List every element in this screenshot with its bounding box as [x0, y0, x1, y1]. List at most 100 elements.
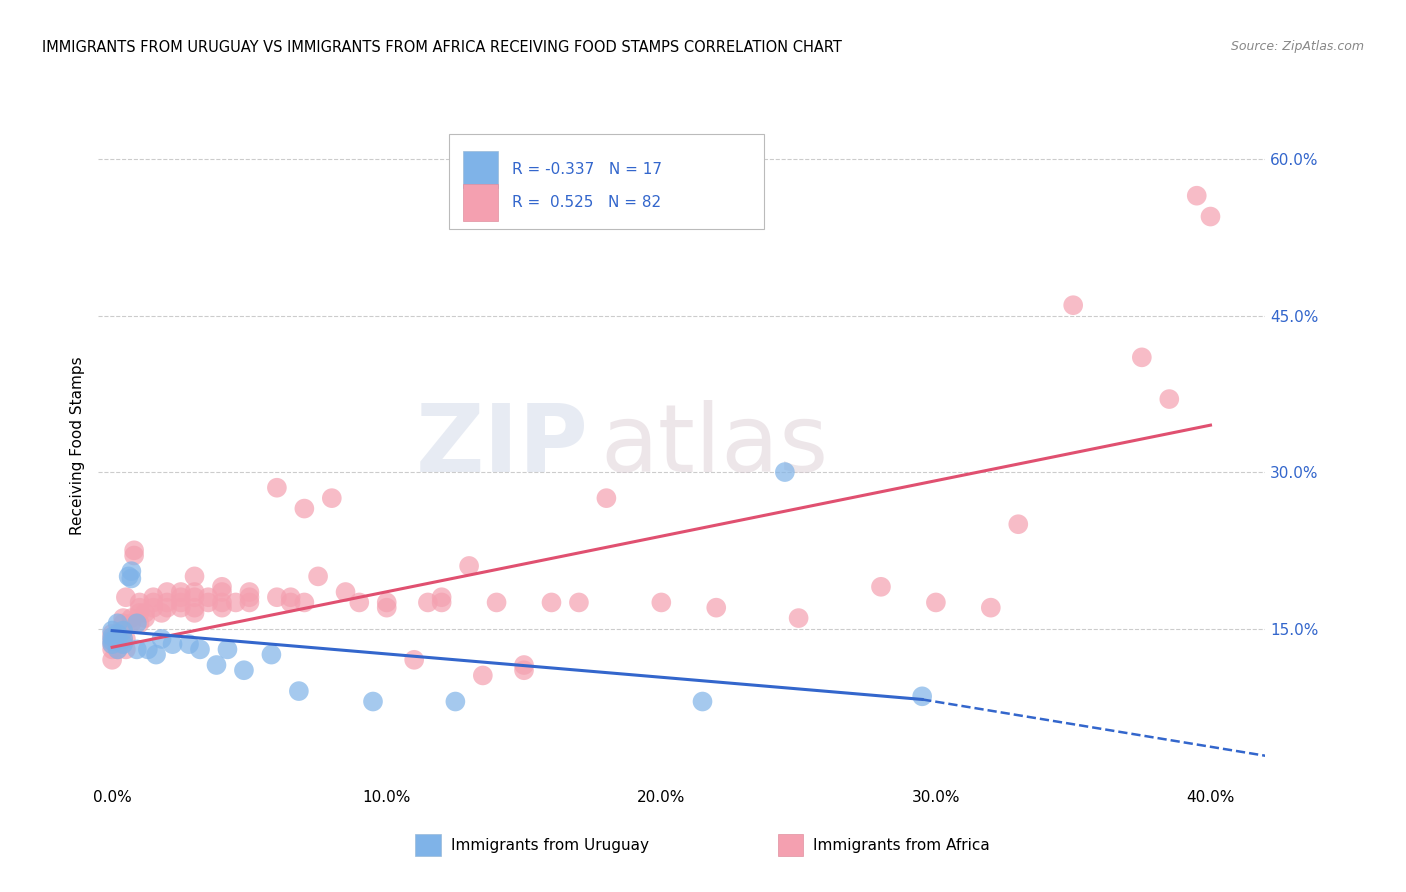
- Text: Immigrants from Africa: Immigrants from Africa: [813, 838, 990, 853]
- Point: [101, 632, 124, 646]
- Point: [773, 465, 796, 479]
- Point: [205, 658, 228, 673]
- Point: [101, 642, 124, 657]
- Point: [1007, 517, 1029, 532]
- Text: Source: ZipAtlas.com: Source: ZipAtlas.com: [1230, 40, 1364, 54]
- Point: [170, 591, 193, 605]
- Point: [162, 637, 184, 651]
- Point: [112, 611, 135, 625]
- Point: [197, 591, 219, 605]
- Point: [361, 694, 384, 708]
- Point: [238, 585, 260, 599]
- Text: ZIP: ZIP: [416, 400, 589, 492]
- Bar: [463, 151, 498, 188]
- Point: [471, 668, 494, 682]
- Point: [107, 642, 129, 657]
- Point: [692, 694, 714, 708]
- Point: [125, 616, 148, 631]
- Point: [416, 595, 439, 609]
- Point: [122, 549, 145, 563]
- Point: [183, 591, 205, 605]
- Point: [513, 663, 536, 677]
- Point: [197, 595, 219, 609]
- Point: [112, 624, 135, 638]
- Point: [150, 632, 173, 646]
- Point: [170, 595, 193, 609]
- Point: [870, 580, 893, 594]
- Point: [125, 642, 148, 657]
- Point: [115, 591, 138, 605]
- Point: [134, 606, 156, 620]
- Point: [458, 558, 481, 573]
- Point: [1130, 351, 1153, 365]
- Text: atlas: atlas: [600, 400, 828, 492]
- Point: [101, 637, 124, 651]
- Point: [925, 595, 948, 609]
- Point: [101, 653, 124, 667]
- Text: R =  0.525   N = 82: R = 0.525 N = 82: [512, 194, 661, 210]
- Point: [211, 600, 233, 615]
- Point: [280, 595, 302, 609]
- Point: [107, 632, 129, 646]
- Point: [540, 595, 562, 609]
- Point: [225, 595, 247, 609]
- Text: IMMIGRANTS FROM URUGUAY VS IMMIGRANTS FROM AFRICA RECEIVING FOOD STAMPS CORRELAT: IMMIGRANTS FROM URUGUAY VS IMMIGRANTS FR…: [42, 40, 842, 55]
- Point: [101, 630, 124, 644]
- Y-axis label: Receiving Food Stamps: Receiving Food Stamps: [70, 357, 86, 535]
- Point: [430, 591, 453, 605]
- Point: [292, 595, 315, 609]
- Point: [292, 501, 315, 516]
- Point: [107, 626, 129, 640]
- Point: [128, 600, 150, 615]
- Point: [107, 637, 129, 651]
- Point: [183, 585, 205, 599]
- Point: [145, 648, 167, 662]
- Point: [112, 632, 135, 646]
- Point: [183, 600, 205, 615]
- Point: [112, 616, 135, 631]
- Point: [233, 663, 256, 677]
- Point: [404, 653, 426, 667]
- Point: [787, 611, 810, 625]
- Point: [136, 642, 159, 657]
- Point: [107, 642, 129, 657]
- Point: [128, 595, 150, 609]
- Point: [142, 591, 165, 605]
- Point: [156, 595, 179, 609]
- Point: [1199, 210, 1222, 224]
- Point: [115, 632, 138, 646]
- Text: R = -0.337   N = 17: R = -0.337 N = 17: [512, 162, 662, 178]
- Point: [266, 481, 288, 495]
- Point: [307, 569, 329, 583]
- Point: [128, 616, 150, 631]
- Point: [183, 569, 205, 583]
- Point: [349, 595, 371, 609]
- Point: [375, 595, 398, 609]
- Point: [142, 595, 165, 609]
- Point: [211, 585, 233, 599]
- Point: [142, 600, 165, 615]
- Point: [188, 642, 211, 657]
- Point: [115, 642, 138, 657]
- Point: [170, 585, 193, 599]
- Point: [177, 637, 200, 651]
- Point: [134, 611, 156, 625]
- Point: [170, 600, 193, 615]
- Point: [375, 600, 398, 615]
- Point: [120, 564, 142, 578]
- Point: [112, 632, 135, 646]
- Point: [335, 585, 357, 599]
- Point: [120, 571, 142, 585]
- Point: [101, 637, 124, 651]
- Point: [211, 580, 233, 594]
- Point: [217, 642, 239, 657]
- Point: [101, 626, 124, 640]
- Point: [1185, 188, 1208, 202]
- Point: [485, 595, 508, 609]
- Point: [595, 491, 617, 505]
- Point: [101, 624, 124, 638]
- Point: [211, 595, 233, 609]
- Point: [120, 616, 142, 631]
- Point: [112, 637, 135, 651]
- Point: [980, 600, 1002, 615]
